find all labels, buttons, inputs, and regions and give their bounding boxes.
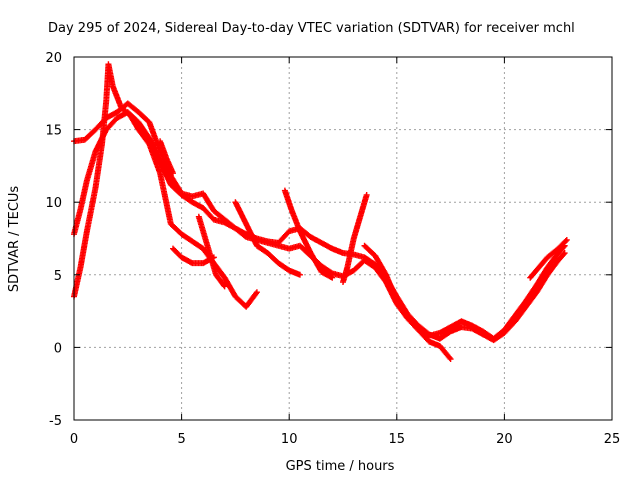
tick-layer: 0 5 10 15 20 25 -5 0 5 10 15 20 (45, 51, 620, 447)
data-point-markers (195, 213, 228, 290)
data-point-markers (157, 138, 176, 177)
series-track-7 (281, 187, 336, 281)
series-track-2 (71, 109, 568, 344)
y-tick-label: 0 (54, 341, 62, 356)
series-track-8 (340, 191, 370, 286)
data-point-markers (340, 191, 370, 286)
series-track-6 (232, 199, 303, 278)
data-point-markers (281, 187, 336, 281)
series-track-9 (361, 242, 454, 363)
y-tick-label: 5 (54, 269, 62, 284)
x-tick-label: 0 (70, 432, 78, 447)
series-track-3 (71, 61, 260, 310)
chart-title: Day 295 of 2024, Sidereal Day-to-day VTE… (48, 21, 575, 36)
data-point-markers (71, 61, 260, 310)
x-axis-title: GPS time / hours (286, 459, 395, 474)
y-tick-label: 15 (45, 124, 62, 139)
x-tick-label: 15 (389, 432, 406, 447)
data-point-markers (71, 109, 568, 344)
x-tick-label: 5 (177, 432, 185, 447)
y-tick-label: 10 (45, 196, 62, 211)
series-track-10 (527, 236, 570, 281)
series-track-11 (157, 138, 176, 177)
x-tick-label: 20 (496, 432, 513, 447)
data-layer (71, 61, 570, 363)
plot-frame (73, 56, 613, 421)
data-point-markers (527, 236, 570, 281)
grid-layer (74, 57, 612, 420)
x-tick-label: 10 (281, 432, 298, 447)
data-point-markers (361, 242, 454, 363)
x-tick-label: 25 (604, 432, 621, 447)
data-point-markers (232, 199, 303, 278)
series-track-5 (195, 213, 228, 290)
y-tick-label: -5 (49, 414, 62, 429)
y-axis-title: SDTVAR / TECUs (7, 186, 22, 293)
y-tick-label: 20 (45, 51, 62, 66)
